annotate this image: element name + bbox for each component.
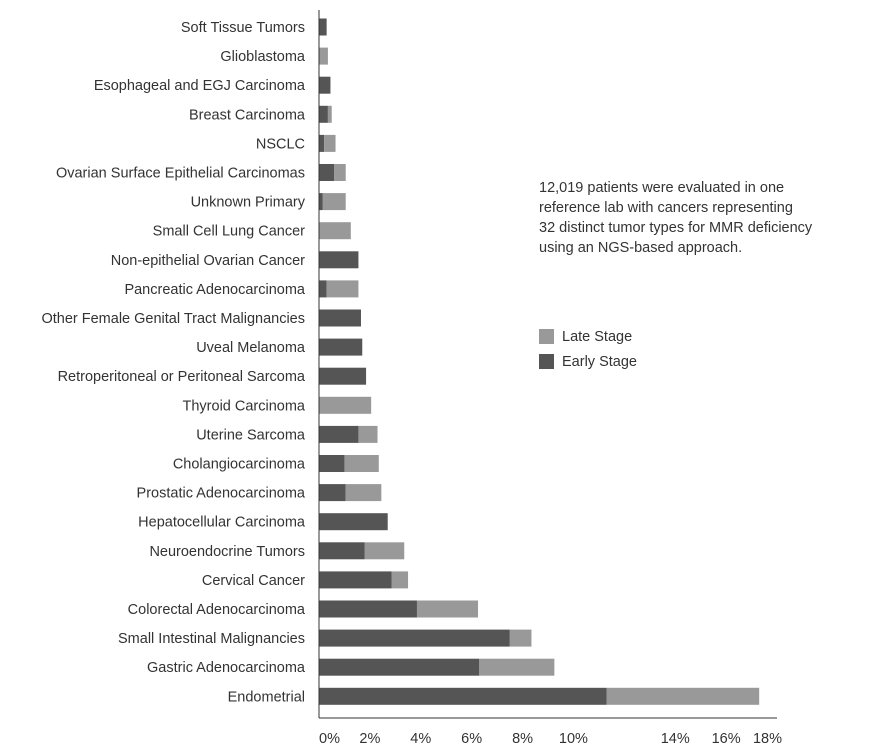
annotation-line: using an NGS-based approach. (539, 240, 743, 256)
bar-early-stage-uveal-melanoma (319, 338, 363, 356)
x-tick-label: 6% (461, 731, 482, 747)
annotation-line: reference lab with cancers representing (539, 200, 793, 216)
bar-late-stage-thyroid-carcinoma (319, 396, 372, 414)
category-label-prostatic-adenocarcinoma: Prostatic Adenocarcinoma (137, 486, 306, 502)
x-tick-label: 18% (753, 731, 782, 747)
bar-early-stage-esophageal-and-egj-carcinoma (319, 76, 331, 94)
category-label-breast-carcinoma: Breast Carcinoma (189, 107, 306, 123)
bar-late-stage-neuroendocrine-tumors (364, 542, 405, 560)
category-label-uveal-melanoma: Uveal Melanoma (196, 340, 306, 356)
category-labels: Soft Tissue Tumors Glioblastoma Esophageal… (41, 20, 305, 705)
bar-late-stage-cholangiocarcinoma (344, 455, 379, 472)
category-label-hepatocellular-carcinoma: Hepatocellular Carcinoma (138, 515, 306, 531)
x-tick-label: 14% (661, 731, 690, 747)
bar-early-stage-soft-tissue-tumors (319, 18, 327, 36)
annotation-note: 12,019 patients were evaluated in one re… (539, 178, 859, 258)
category-label-unknown-primary: Unknown Primary (191, 195, 306, 211)
bar-late-stage-small-cell-lung-cancer (319, 222, 351, 240)
bar-late-stage-nsclc (324, 134, 336, 152)
category-label-esophageal-and-egj-carcinoma: Esophageal and EGJ Carcinoma (94, 78, 306, 94)
legend: Late Stage Early Stage (539, 324, 637, 374)
bar-late-stage-pancreatic-adenocarcinoma (326, 280, 359, 298)
bar-early-stage-endometrial (319, 687, 607, 705)
bar-late-stage-prostatic-adenocarcinoma (345, 484, 382, 502)
bar-early-stage-colorectal-adenocarcinoma (319, 600, 417, 618)
bar-early-stage-ovarian-surface-epithelial-carcinomas (319, 164, 335, 181)
bar-late-stage-colorectal-adenocarcinoma (416, 600, 479, 618)
category-label-neuroendocrine-tumors: Neuroendocrine Tumors (149, 544, 305, 560)
legend-label: Early Stage (562, 353, 637, 370)
bar-early-stage-breast-carcinoma (319, 105, 328, 123)
bar-late-stage-glioblastoma (319, 47, 328, 65)
legend-item-late-stage: Late Stage (539, 324, 637, 349)
category-label-soft-tissue-tumors: Soft Tissue Tumors (181, 20, 305, 36)
bar-early-stage-nsclc (319, 134, 325, 152)
legend-label: Late Stage (562, 328, 633, 345)
bar-late-stage-gastric-adenocarcinoma (479, 658, 555, 676)
category-label-small-intestinal-malignancies: Small Intestinal Malignancies (118, 631, 305, 647)
category-label-non-epithelial-ovarian-cancer: Non-epithelial Ovarian Cancer (111, 253, 305, 269)
bar-early-stage-pancreatic-adenocarcinoma (319, 280, 327, 298)
category-label-ovarian-surface-epithelial-carcinomas: Ovarian Surface Epithelial Carcinomas (56, 166, 305, 182)
bar-late-stage-ovarian-surface-epithelial-carcinomas (334, 164, 346, 181)
legend-swatch-late-stage (539, 329, 554, 344)
bar-late-stage-small-intestinal-malignancies (509, 629, 532, 647)
category-label-colorectal-adenocarcinoma: Colorectal Adenocarcinoma (128, 602, 306, 618)
bar-late-stage-uterine-sarcoma (358, 425, 378, 443)
bar-late-stage-breast-carcinoma (327, 105, 332, 123)
x-axis-ticks: 0% 2% 4% 6% 8% 10% 14% 16% 18% (319, 731, 782, 747)
bar-early-stage-neuroendocrine-tumors (319, 542, 365, 560)
bar-early-stage-retroperitoneal-or-peritoneal-sarcoma (319, 367, 367, 385)
bar-early-stage-non-epithelial-ovarian-cancer (319, 251, 359, 269)
bar-late-stage-endometrial (606, 687, 760, 705)
bar-early-stage-other-female-genital-tract-malignancies (319, 309, 361, 327)
bars-group (319, 18, 760, 705)
legend-item-early-stage: Early Stage (539, 349, 637, 374)
x-tick-label: 0% (319, 731, 340, 747)
bar-early-stage-unknown-primary (319, 193, 323, 211)
bar-early-stage-gastric-adenocarcinoma (319, 658, 480, 676)
bar-late-stage-cervical-cancer (391, 571, 409, 589)
category-label-cholangiocarcinoma: Cholangiocarcinoma (173, 457, 306, 473)
category-label-retroperitoneal-or-peritoneal-sarcoma: Retroperitoneal or Peritoneal Sarcoma (58, 369, 306, 385)
category-label-other-female-genital-tract-malignancies: Other Female Genital Tract Malignancies (41, 311, 305, 327)
category-label-cervical-cancer: Cervical Cancer (202, 573, 305, 589)
category-label-pancreatic-adenocarcinoma: Pancreatic Adenocarcinoma (124, 282, 305, 298)
annotation-line: 12,019 patients were evaluated in one (539, 180, 785, 196)
axes (318, 10, 777, 719)
bar-early-stage-cholangiocarcinoma (319, 455, 345, 472)
bar-late-stage-unknown-primary (322, 193, 346, 211)
category-label-small-cell-lung-cancer: Small Cell Lung Cancer (153, 224, 305, 240)
category-label-thyroid-carcinoma: Thyroid Carcinoma (183, 398, 306, 414)
x-tick-label: 2% (359, 731, 380, 747)
bar-early-stage-cervical-cancer (319, 571, 392, 589)
x-tick-label: 4% (410, 731, 431, 747)
bar-early-stage-prostatic-adenocarcinoma (319, 484, 346, 502)
x-tick-label: 16% (712, 731, 741, 747)
bar-early-stage-uterine-sarcoma (319, 425, 359, 443)
annotation-line: 32 distinct tumor types for MMR deficien… (539, 220, 813, 236)
category-label-uterine-sarcoma: Uterine Sarcoma (196, 427, 306, 443)
category-label-gastric-adenocarcinoma: Gastric Adenocarcinoma (147, 660, 306, 676)
x-tick-label: 8% (512, 731, 533, 747)
category-label-glioblastoma: Glioblastoma (220, 49, 306, 65)
bar-early-stage-small-intestinal-malignancies (319, 629, 510, 647)
category-label-endometrial: Endometrial (228, 689, 305, 705)
bar-early-stage-hepatocellular-carcinoma (319, 513, 388, 531)
legend-swatch-early-stage (539, 354, 554, 369)
category-label-nsclc: NSCLC (256, 136, 305, 152)
x-tick-label: 10% (559, 731, 588, 747)
